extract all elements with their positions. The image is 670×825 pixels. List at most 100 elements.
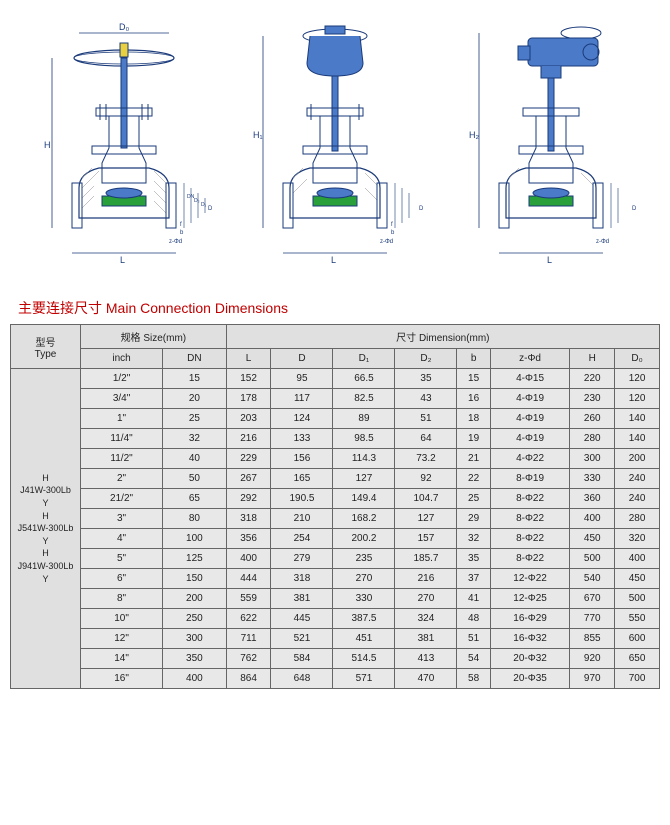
data-cell: 230 [570, 389, 615, 409]
data-cell: 14" [81, 649, 163, 669]
svg-text:z-Φd: z-Φd [596, 239, 609, 245]
data-cell: 11/4" [81, 429, 163, 449]
data-cell: 413 [395, 649, 457, 669]
table-row: 6"1504443182702163712-Φ22540450 [11, 569, 660, 589]
table-row: 14"350762584514.54135420-Φ32920650 [11, 649, 660, 669]
data-cell: 270 [333, 569, 395, 589]
svg-text:L: L [547, 255, 552, 265]
data-cell: 20 [163, 389, 227, 409]
data-cell: 140 [615, 409, 660, 429]
data-cell: 540 [570, 569, 615, 589]
data-cell: 51 [395, 409, 457, 429]
svg-text:D: D [419, 206, 424, 212]
data-cell: 190.5 [271, 489, 333, 509]
data-cell: 150 [163, 569, 227, 589]
data-cell: 500 [570, 549, 615, 569]
data-cell: 360 [570, 489, 615, 509]
table-row: H J41W-300Lb Y H J541W-300Lb Y H J941W-3… [11, 369, 660, 389]
column-header: D [271, 349, 333, 369]
data-cell: 200 [615, 449, 660, 469]
data-cell: 43 [395, 389, 457, 409]
data-cell: 3/4" [81, 389, 163, 409]
data-cell: 216 [226, 429, 271, 449]
table-row: 3"80318210168.2127298-Φ22400280 [11, 509, 660, 529]
data-cell: 64 [395, 429, 457, 449]
data-cell: 73.2 [395, 449, 457, 469]
data-cell: 514.5 [333, 649, 395, 669]
data-cell: 127 [333, 469, 395, 489]
data-cell: 35 [395, 369, 457, 389]
data-cell: 970 [570, 669, 615, 689]
data-cell: 10" [81, 609, 163, 629]
data-cell: 8-Φ22 [490, 529, 570, 549]
data-cell: 50 [163, 469, 227, 489]
data-cell: 125 [163, 549, 227, 569]
data-cell: 8" [81, 589, 163, 609]
data-cell: 185.7 [395, 549, 457, 569]
column-header: inch [81, 349, 163, 369]
data-cell: 559 [226, 589, 271, 609]
data-cell: 51 [457, 629, 490, 649]
data-cell: 4-Φ19 [490, 389, 570, 409]
data-cell: 356 [226, 529, 271, 549]
column-header: L [226, 349, 271, 369]
data-cell: 20-Φ35 [490, 669, 570, 689]
header-dimension: 尺寸 Dimension(mm) [226, 325, 659, 349]
data-cell: 15 [163, 369, 227, 389]
valve-handwheel: D₀ [24, 18, 224, 278]
valve-diagrams: D₀ [8, 8, 662, 278]
data-cell: 387.5 [333, 609, 395, 629]
svg-text:H: H [44, 140, 51, 150]
data-cell: 200.2 [333, 529, 395, 549]
svg-text:L: L [120, 255, 125, 265]
data-cell: 400 [226, 549, 271, 569]
svg-text:D: D [208, 206, 213, 212]
data-cell: 20-Φ32 [490, 649, 570, 669]
svg-text:H₂: H₂ [469, 130, 479, 140]
data-cell: 11/2" [81, 449, 163, 469]
data-cell: 855 [570, 629, 615, 649]
svg-text:z-Φd: z-Φd [380, 239, 393, 245]
data-cell: 5" [81, 549, 163, 569]
data-cell: 120 [615, 389, 660, 409]
data-cell: 280 [615, 509, 660, 529]
data-cell: 16" [81, 669, 163, 689]
data-cell: 521 [271, 629, 333, 649]
svg-text:H₁: H₁ [253, 130, 263, 140]
data-cell: 66.5 [333, 369, 395, 389]
data-cell: 15 [457, 369, 490, 389]
column-header: b [457, 349, 490, 369]
data-cell: 114.3 [333, 449, 395, 469]
data-cell: 350 [163, 649, 227, 669]
data-cell: 48 [457, 609, 490, 629]
data-cell: 19 [457, 429, 490, 449]
data-cell: 200 [163, 589, 227, 609]
data-cell: 300 [163, 629, 227, 649]
data-cell: 165 [271, 469, 333, 489]
data-cell: 92 [395, 469, 457, 489]
table-row: 12"3007115214513815116-Φ32855600 [11, 629, 660, 649]
data-cell: 770 [570, 609, 615, 629]
data-cell: 120 [615, 369, 660, 389]
data-cell: 279 [271, 549, 333, 569]
data-cell: 58 [457, 669, 490, 689]
data-cell: 12-Φ25 [490, 589, 570, 609]
svg-text:D: D [632, 206, 637, 212]
svg-text:f: f [180, 222, 182, 228]
svg-text:z-Φd: z-Φd [169, 239, 182, 245]
svg-text:D₁: D₁ [201, 202, 207, 208]
data-cell: 16-Φ32 [490, 629, 570, 649]
data-cell: 124 [271, 409, 333, 429]
data-cell: 4" [81, 529, 163, 549]
data-cell: 550 [615, 609, 660, 629]
data-cell: 32 [457, 529, 490, 549]
data-cell: 650 [615, 649, 660, 669]
data-cell: 178 [226, 389, 271, 409]
data-cell: 18 [457, 409, 490, 429]
table-row: 8"2005593813302704112-Φ25670500 [11, 589, 660, 609]
table-row: 16"4008646485714705820-Φ35970700 [11, 669, 660, 689]
data-cell: 280 [570, 429, 615, 449]
section-title: 主要连接尺寸 Main Connection Dimensions [18, 298, 662, 318]
data-cell: 571 [333, 669, 395, 689]
table-row: 10"250622445387.53244816-Φ29770550 [11, 609, 660, 629]
